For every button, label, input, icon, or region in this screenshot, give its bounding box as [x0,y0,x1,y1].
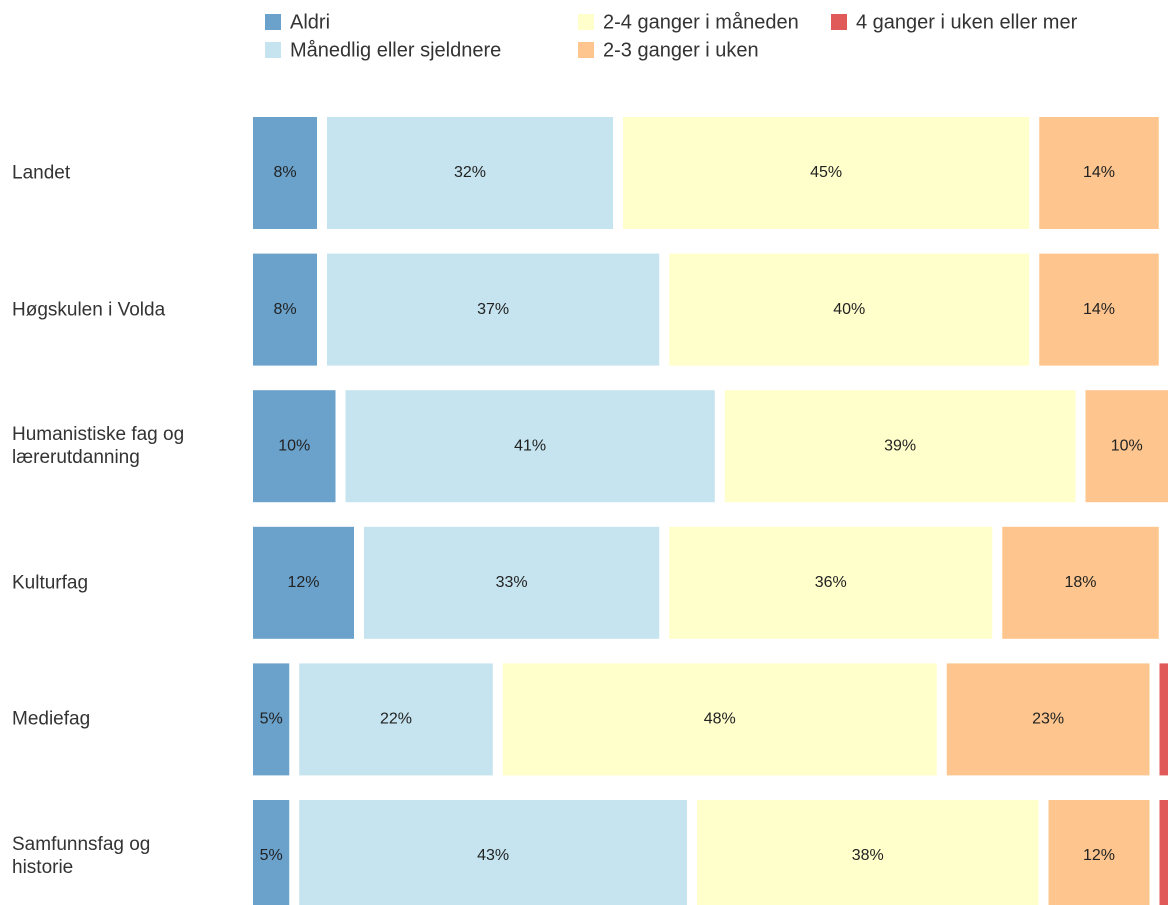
legend-swatch [265,42,281,58]
data-label: 12% [287,574,319,591]
category-label: Høgskulen i Volda [12,299,166,321]
bar-segment [946,663,1150,776]
data-label: 43% [477,847,509,864]
bar-segment [724,390,1076,503]
bar-segment [1048,800,1150,905]
bar-segment [1039,253,1159,366]
data-label: 18% [1064,574,1096,591]
category-label: Kulturfag [12,572,89,594]
data-label: 32% [454,164,486,181]
category-label: Humanistiske fag og lærerutdanning [12,424,185,469]
legend-swatch [578,42,594,58]
data-label: 23% [1032,711,1064,728]
data-label: 48% [704,711,736,728]
legend-label: 4 ganger i uken eller mer [856,11,1078,33]
legend-label: 2-3 ganger i uken [603,39,759,61]
legend-label: Månedlig eller sjeldnere [290,39,501,61]
bar-segment [253,800,290,905]
data-label: 37% [477,301,509,318]
data-label: 38% [852,847,884,864]
data-label: 5% [260,847,283,864]
bar-segment [1085,390,1168,503]
data-label: 5% [260,711,283,728]
category-label: Samfunnsfag og historie [12,834,151,878]
data-label: 8% [273,301,296,318]
legend-label: Aldri [290,11,330,33]
bar-segment [253,390,336,503]
bar-segment [253,663,290,776]
data-label: 14% [1083,301,1115,318]
data-label: 10% [278,437,310,454]
data-label: 39% [884,437,916,454]
bar-segment [1159,800,1168,905]
data-label: 36% [815,574,847,591]
bar-segment [253,526,354,639]
bar-segment [327,117,613,229]
bar-segment [1159,663,1168,776]
category-label: Landet [12,162,71,184]
legend-label: 2-4 ganger i måneden [603,11,799,33]
data-label: 22% [380,711,412,728]
legend-swatch [265,14,281,30]
data-label: 14% [1083,164,1115,181]
data-label: 12% [1083,847,1115,864]
bar-segment [345,390,715,503]
data-label: 41% [514,437,546,454]
data-label: 8% [273,164,296,181]
bar-segment [623,117,1030,229]
bar-segment [299,663,493,776]
bar-segment [253,117,317,229]
bar-segment [327,253,660,366]
bar-segment [1002,526,1159,639]
data-label: 45% [810,164,842,181]
legend-swatch [831,14,847,30]
bar-segment [364,526,660,639]
bar-segment [669,526,993,639]
data-label: 10% [1111,437,1143,454]
category-label: Mediefag [12,708,91,730]
bar-segment [669,253,1030,366]
data-label: 40% [833,301,865,318]
data-label: 33% [496,574,528,591]
bar-segment [502,663,937,776]
bar-segment [299,800,687,905]
legend-swatch [578,14,594,30]
bar-segment [697,800,1039,905]
bar-segment [253,253,317,366]
bar-segment [1039,117,1159,229]
